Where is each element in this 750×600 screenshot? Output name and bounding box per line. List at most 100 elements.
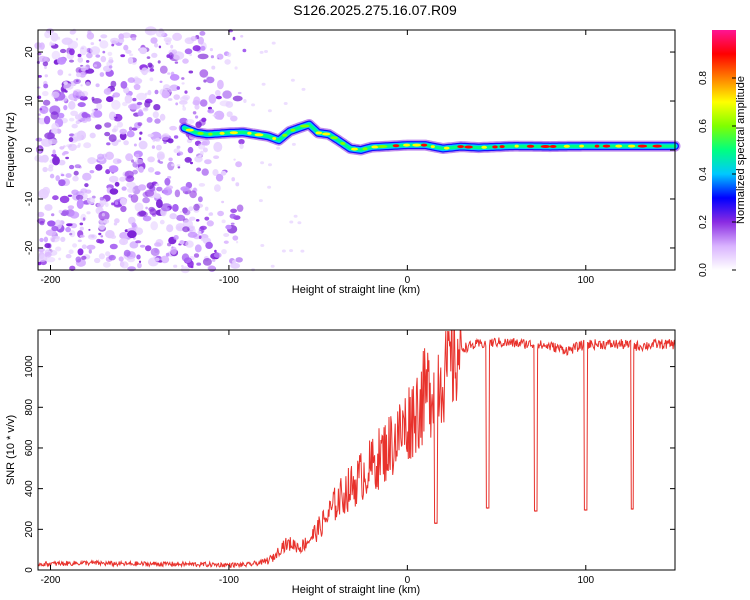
- noise-blob: [54, 98, 59, 102]
- colorbar: 0.0 0.2 0.4 0.6 0.8 Normalized spectral ampl…: [698, 30, 747, 277]
- noise-blob: [154, 193, 161, 199]
- noise-blob: [160, 255, 170, 264]
- noise-blob: [69, 164, 75, 170]
- noise-blob: [232, 36, 236, 41]
- noise-blob: [119, 238, 128, 246]
- noise-blob: [108, 65, 113, 69]
- noise-blob: [154, 118, 161, 124]
- noise-blob: [187, 158, 191, 162]
- noise-blob: [230, 115, 238, 122]
- noise-blob: [139, 131, 143, 135]
- noise-blob: [199, 225, 207, 230]
- noise-blob: [144, 92, 148, 96]
- noise-blob: [103, 218, 110, 224]
- spectrogram-y-tick-label: 20: [24, 46, 35, 58]
- noise-blob: [215, 95, 222, 100]
- noise-blob: [195, 115, 199, 119]
- noise-blob: [134, 227, 144, 235]
- noise-blob: [48, 164, 54, 169]
- noise-blob: [80, 90, 89, 97]
- noise-blob: [51, 50, 61, 60]
- noise-blob: [45, 256, 56, 263]
- noise-blob: [83, 142, 92, 149]
- noise-blob: [211, 258, 216, 262]
- noise-blob: [172, 32, 183, 42]
- noise-blob: [105, 169, 111, 175]
- signal-hotspot: [637, 144, 648, 148]
- noise-blob: [98, 223, 106, 231]
- noise-blob: [118, 38, 124, 43]
- noise-blob: [72, 175, 79, 182]
- noise-blob: [217, 210, 225, 217]
- signal-hotspot: [254, 133, 264, 137]
- noise-blob: [110, 80, 117, 88]
- noise-blob: [100, 55, 107, 63]
- noise-blob: [196, 262, 202, 266]
- noise-blob: [109, 188, 119, 195]
- noise-blob: [88, 249, 92, 254]
- noise-blob: [142, 197, 150, 204]
- noise-blob: [114, 201, 119, 205]
- noise-blob: [60, 48, 67, 54]
- signal-hotspot: [371, 145, 379, 149]
- noise-blob: [49, 173, 55, 179]
- noise-blob: [202, 147, 208, 153]
- noise-blob: [200, 45, 206, 51]
- noise-blob: [77, 102, 86, 108]
- noise-blob: [57, 112, 65, 119]
- noise-blob: [113, 222, 118, 226]
- noise-blob: [166, 54, 171, 58]
- snr-y-axis-label: SNR (10 * v/v): [5, 415, 17, 485]
- colorbar-label: Normalized spectral amplitude: [735, 76, 747, 224]
- noise-blob: [69, 59, 74, 63]
- noise-blob: [144, 100, 151, 108]
- noise-blob: [138, 260, 142, 264]
- noise-blob: [119, 132, 127, 141]
- noise-blob: [58, 257, 61, 261]
- signal-hotspot: [579, 144, 584, 148]
- noise-blob: [195, 121, 202, 128]
- noise-blob: [238, 139, 245, 145]
- signal-hotspot: [377, 145, 388, 148]
- noise-blob: [102, 50, 106, 54]
- noise-blob: [73, 98, 77, 102]
- signal-hotspot: [412, 143, 421, 147]
- noise-blob: [166, 207, 170, 211]
- noise-blob: [225, 224, 232, 230]
- noise-blob: [214, 184, 221, 192]
- noise-blob: [197, 53, 209, 60]
- spectrogram-y-axis-label: Frequency (Hz): [5, 112, 17, 188]
- noise-blob: [199, 31, 206, 36]
- noise-blob: [134, 202, 144, 212]
- noise-blob: [213, 141, 223, 153]
- noise-blob: [173, 264, 178, 268]
- noise-blob: [147, 156, 155, 163]
- noise-blob: [119, 176, 126, 182]
- noise-blob: [169, 213, 177, 220]
- noise-blob: [144, 26, 157, 36]
- noise-blob: [201, 237, 205, 242]
- noise-blob: [179, 117, 188, 125]
- noise-blob: [126, 181, 136, 189]
- noise-blob: [112, 92, 121, 98]
- noise-blob: [131, 127, 138, 131]
- noise-blob: [104, 122, 112, 128]
- noise-blob: [63, 83, 74, 90]
- noise-blob: [185, 191, 189, 195]
- noise-blob: [235, 161, 243, 168]
- noise-blob: [198, 235, 202, 240]
- snr-x-tick-label: -200: [40, 575, 60, 586]
- noise-blob: [86, 60, 90, 63]
- signal-hotspot: [299, 124, 310, 128]
- noise-blob: [131, 159, 134, 163]
- noise-blob: [163, 37, 172, 43]
- noise-blob: [206, 76, 215, 84]
- noise-blob: [80, 84, 83, 87]
- signal-hotspot: [247, 131, 252, 135]
- noise-blob: [98, 39, 102, 42]
- noise-blob: [167, 98, 173, 101]
- noise-blob: [58, 159, 66, 166]
- signal-hotspot: [514, 144, 519, 148]
- noise-blob: [230, 262, 241, 269]
- noise-blob: [85, 189, 92, 194]
